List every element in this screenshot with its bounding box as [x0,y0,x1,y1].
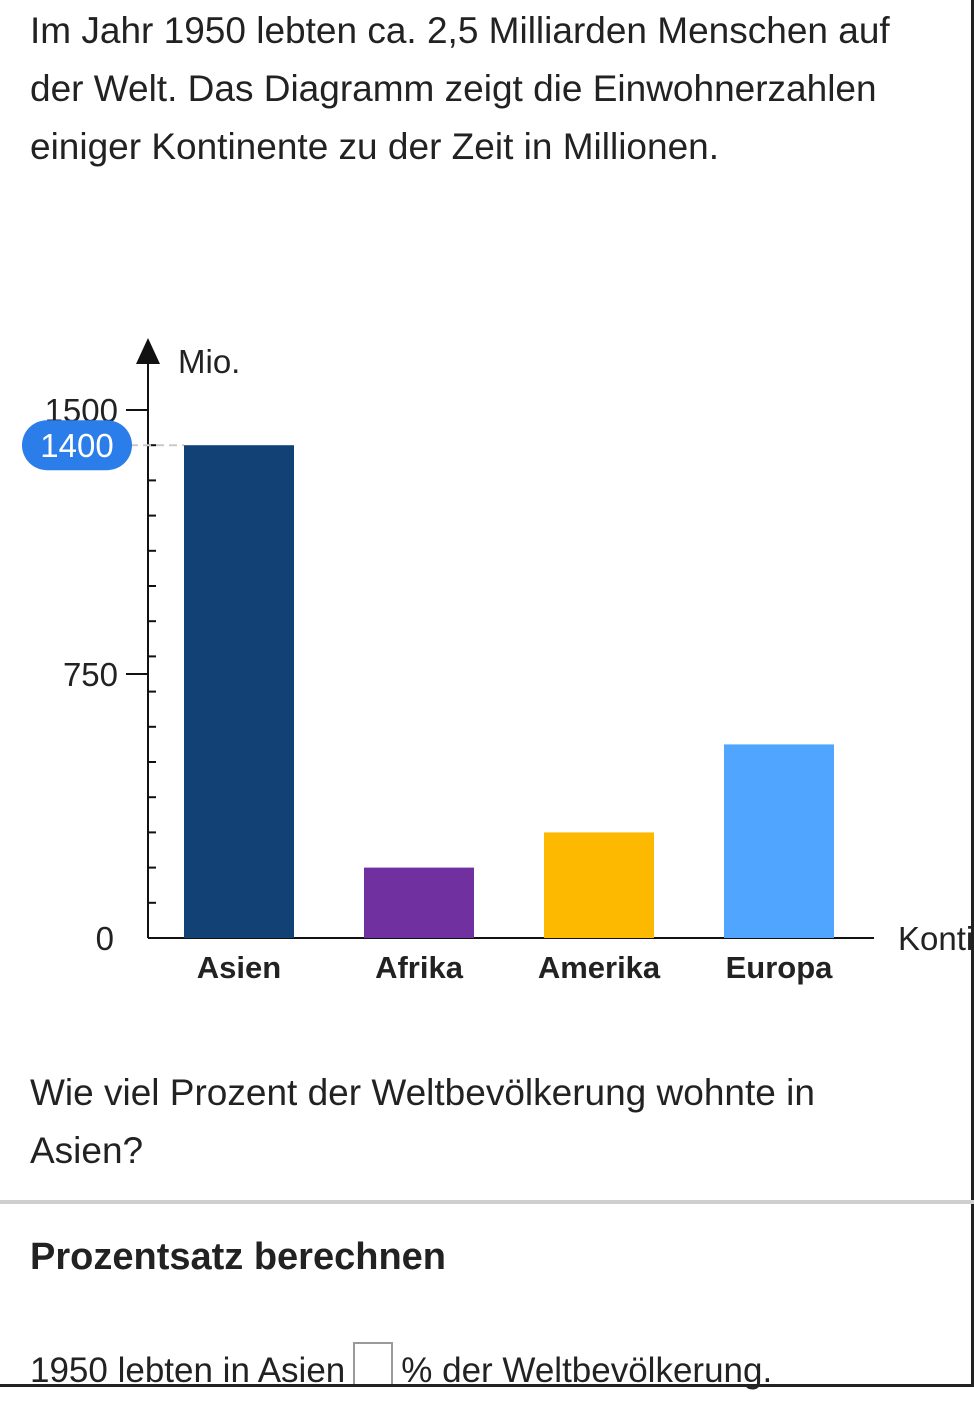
highlight-label: 1400 [40,427,113,464]
category-label: Amerika [538,950,661,985]
x-axis-label: Konti [898,920,973,957]
y-tick-label: 0 [96,920,114,957]
highlight-badge [22,420,132,471]
section-title: Prozentsatz berechnen [30,1236,446,1278]
bottom-border [0,1384,974,1387]
intro-text: Im Jahr 1950 lebten ca. 2,5 Milliarden M… [30,10,890,167]
y-axis-arrow [136,338,160,364]
y-tick-label: 750 [63,656,118,693]
category-label: Afrika [375,950,464,985]
answer-sentence: 1950 lebten in Asien % der Weltbevölkerun… [30,1342,772,1402]
bar-europa [724,744,834,938]
bar-asien [184,445,294,938]
highlight: 1400 [22,420,184,471]
section-divider [0,1200,974,1204]
question-text: Wie viel Prozent der Weltbevölkerung woh… [30,1072,815,1171]
right-border [971,0,974,1387]
bar-afrika [364,867,474,938]
y-axis-unit-label: Mio. [178,343,240,380]
answer-suffix: % der Weltbevölkerung. [401,1351,773,1390]
category-labels: Asien Afrika Amerika Europa [197,950,833,985]
bar-amerika [544,832,654,938]
answer-prefix: 1950 lebten in Asien [30,1351,346,1390]
percent-answer-input[interactable] [353,1342,394,1386]
category-label: Europa [726,950,834,985]
category-label: Asien [197,950,281,985]
bars [184,445,834,938]
